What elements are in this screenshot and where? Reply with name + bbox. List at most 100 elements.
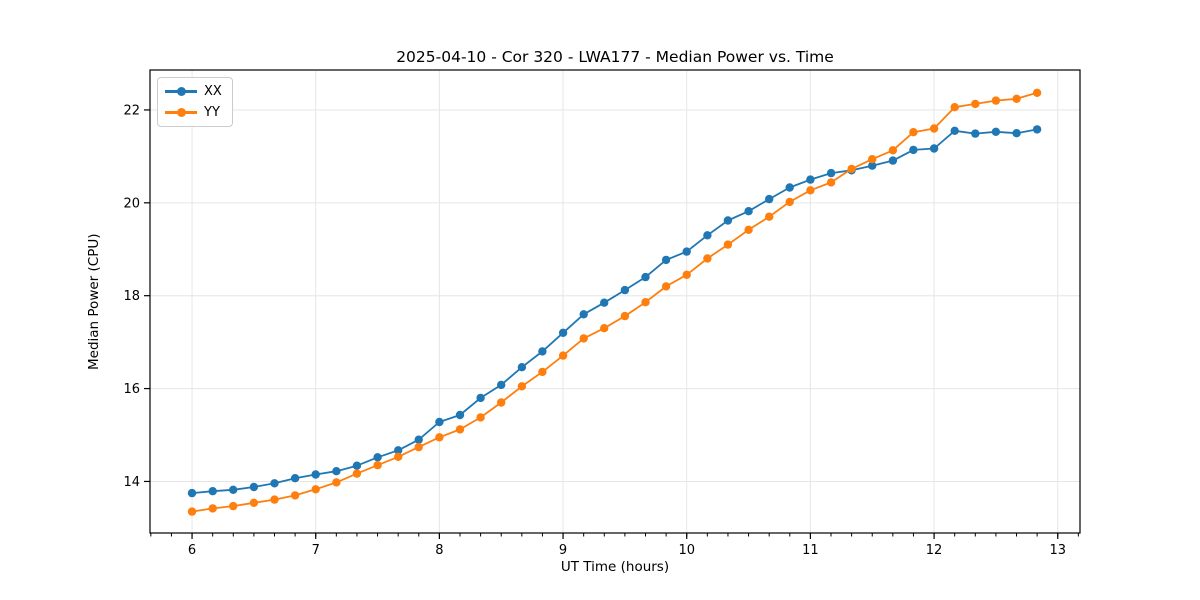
data-point-yy xyxy=(600,324,609,333)
data-point-yy xyxy=(950,103,959,112)
x-tick-label: 6 xyxy=(188,543,196,558)
x-tick-label: 8 xyxy=(435,543,443,558)
data-point-xx xyxy=(806,175,815,184)
legend-item-yy: YY xyxy=(165,104,224,121)
data-point-xx xyxy=(620,285,630,295)
data-point-xx xyxy=(476,393,485,403)
series-line-xx xyxy=(191,128,1038,494)
data-point-xx xyxy=(538,347,547,356)
data-point-yy xyxy=(229,501,238,511)
data-point-yy xyxy=(682,270,691,279)
data-point-yy xyxy=(497,398,506,407)
data-point-yy xyxy=(311,485,320,494)
data-point-xx xyxy=(311,470,320,479)
data-point-yy xyxy=(909,128,918,137)
data-point-xx xyxy=(682,247,691,256)
data-point-xx xyxy=(600,298,609,307)
data-point-yy xyxy=(703,254,712,263)
data-point-xx xyxy=(723,216,733,225)
legend-label-yy: YY xyxy=(204,105,220,120)
data-point-xx xyxy=(1032,125,1042,134)
data-point-xx xyxy=(290,474,300,483)
data-point-yy xyxy=(435,433,444,442)
data-point-xx xyxy=(187,488,197,498)
x-tick-label: 11 xyxy=(802,543,819,558)
data-point-yy xyxy=(373,461,382,470)
legend: XX YY xyxy=(157,77,233,127)
data-point-xx xyxy=(414,435,423,444)
data-point-xx xyxy=(270,479,279,488)
data-point-yy xyxy=(826,178,836,187)
data-point-yy xyxy=(332,478,341,487)
data-point-xx xyxy=(950,126,959,135)
y-tick-label: 18 xyxy=(123,289,140,304)
data-point-yy xyxy=(868,155,877,164)
data-point-xx xyxy=(579,310,588,319)
y-tick-label: 22 xyxy=(123,103,140,118)
data-point-yy xyxy=(579,334,588,343)
x-tick-label: 10 xyxy=(678,543,695,558)
data-point-xx xyxy=(373,453,382,462)
data-point-xx xyxy=(888,156,898,165)
data-point-xx xyxy=(826,168,836,178)
data-point-yy xyxy=(888,146,898,155)
data-point-xx xyxy=(497,380,506,390)
data-point-yy xyxy=(929,124,939,133)
data-point-yy xyxy=(290,491,300,500)
chart-title: 2025-04-10 - Cor 320 - LWA177 - Median P… xyxy=(396,48,834,66)
y-tick-label: 16 xyxy=(123,382,140,397)
x-tick-label: 12 xyxy=(926,543,943,558)
data-point-yy xyxy=(476,413,485,422)
x-tick-label: 9 xyxy=(559,543,567,558)
data-point-yy xyxy=(187,507,197,516)
data-point-xx xyxy=(785,183,794,192)
data-point-yy xyxy=(394,452,403,461)
x-tick-label: 13 xyxy=(1049,543,1066,558)
data-point-xx xyxy=(868,161,877,170)
data-point-yy xyxy=(765,212,774,221)
data-point-xx xyxy=(1012,129,1021,138)
y-tick-label: 20 xyxy=(123,196,140,211)
data-point-yy xyxy=(249,498,259,507)
y-axis-label: Median Power (CPU) xyxy=(86,233,102,370)
data-point-xx xyxy=(208,487,217,496)
data-point-xx xyxy=(455,410,465,420)
data-point-yy xyxy=(208,504,217,513)
data-point-xx xyxy=(332,467,341,476)
data-point-xx xyxy=(971,129,980,138)
data-point-xx xyxy=(765,194,774,204)
data-point-yy xyxy=(661,282,671,291)
data-point-yy xyxy=(1012,94,1021,104)
data-point-yy xyxy=(723,240,733,249)
data-point-xx xyxy=(229,485,238,494)
legend-item-xx: XX xyxy=(165,83,224,100)
xx-marker-dot-icon xyxy=(177,87,186,96)
data-point-yy xyxy=(991,96,1001,105)
data-point-yy xyxy=(517,382,527,391)
yy-line-marker-icon xyxy=(165,108,197,117)
data-point-xx xyxy=(558,328,568,337)
x-axis-label: UT Time (hours) xyxy=(560,559,670,575)
data-point-yy xyxy=(785,197,794,207)
data-point-xx xyxy=(517,363,527,372)
data-point-yy xyxy=(620,311,630,321)
data-point-yy xyxy=(744,225,753,234)
data-point-yy xyxy=(352,469,362,478)
data-point-xx xyxy=(249,482,259,492)
data-point-yy xyxy=(971,99,980,109)
data-point-yy xyxy=(538,367,547,377)
data-point-yy xyxy=(847,164,856,174)
x-tick-label: 7 xyxy=(312,543,320,558)
data-point-yy xyxy=(1032,88,1042,98)
data-point-yy xyxy=(455,425,465,434)
data-point-yy xyxy=(641,298,650,307)
data-point-xx xyxy=(641,272,650,282)
data-point-xx xyxy=(661,255,671,265)
data-point-xx xyxy=(929,144,939,153)
data-point-xx xyxy=(909,145,918,155)
data-point-yy xyxy=(558,351,568,360)
data-point-xx xyxy=(744,207,753,216)
legend-label-xx: XX xyxy=(204,84,222,99)
